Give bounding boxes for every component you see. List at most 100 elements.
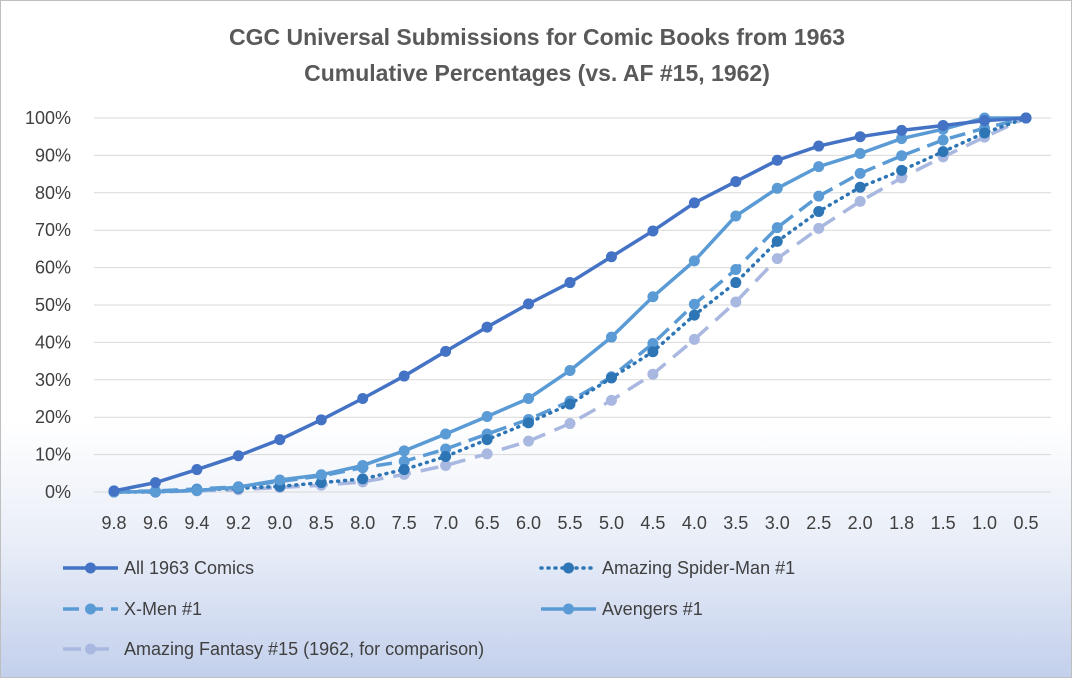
x-tick-label: 9.2 bbox=[226, 513, 251, 533]
data-point bbox=[357, 473, 369, 485]
data-point bbox=[315, 414, 327, 426]
legend-label: Amazing Spider-Man #1 bbox=[602, 558, 795, 578]
data-point bbox=[854, 131, 866, 143]
x-tick-label: 1.0 bbox=[972, 513, 997, 533]
x-tick-label: 8.0 bbox=[350, 513, 375, 533]
data-point bbox=[274, 434, 286, 446]
x-tick-label: 4.5 bbox=[640, 513, 665, 533]
x-tick-label: 6.5 bbox=[475, 513, 500, 533]
data-point bbox=[523, 435, 535, 447]
legend-item: All 1963 Comics bbox=[63, 558, 254, 578]
data-point bbox=[688, 298, 700, 310]
data-point bbox=[481, 410, 493, 422]
x-tick-label: 1.5 bbox=[931, 513, 956, 533]
y-tick-label: 10% bbox=[35, 445, 71, 465]
data-point bbox=[771, 222, 783, 234]
legend-item: X-Men #1 bbox=[63, 599, 202, 619]
x-tick-label: 6.0 bbox=[516, 513, 541, 533]
data-point bbox=[771, 235, 783, 247]
data-point bbox=[730, 263, 742, 275]
data-point bbox=[440, 428, 452, 440]
data-point bbox=[398, 464, 410, 476]
data-point bbox=[564, 364, 576, 376]
data-point bbox=[315, 469, 327, 481]
legend-label: Amazing Fantasy #15 (1962, for compariso… bbox=[124, 639, 484, 659]
data-point bbox=[647, 338, 659, 350]
legend-marker bbox=[85, 562, 96, 574]
chart-subtitle: Cumulative Percentages (vs. AF #15, 1962… bbox=[304, 60, 770, 86]
data-point bbox=[730, 210, 742, 222]
data-point bbox=[523, 298, 535, 310]
data-point bbox=[108, 485, 120, 497]
data-point bbox=[191, 485, 203, 497]
data-point bbox=[398, 370, 410, 382]
data-point bbox=[647, 291, 659, 303]
x-tick-label: 4.0 bbox=[682, 513, 707, 533]
legend-item: Amazing Fantasy #15 (1962, for compariso… bbox=[63, 639, 484, 659]
series-3 bbox=[108, 112, 1032, 498]
data-point bbox=[315, 477, 327, 489]
series-group bbox=[108, 112, 1032, 498]
legend-marker bbox=[85, 643, 96, 655]
data-point bbox=[937, 119, 949, 131]
data-point bbox=[605, 251, 617, 263]
x-tick-label: 5.0 bbox=[599, 513, 624, 533]
data-point bbox=[440, 459, 452, 471]
data-point bbox=[730, 296, 742, 308]
y-tick-label: 50% bbox=[35, 295, 71, 315]
x-tick-label: 9.6 bbox=[143, 513, 168, 533]
data-point bbox=[854, 181, 866, 193]
y-tick-label: 0% bbox=[45, 482, 71, 502]
data-point bbox=[854, 148, 866, 160]
data-point bbox=[274, 474, 286, 486]
data-point bbox=[688, 309, 700, 321]
y-tick-label: 40% bbox=[35, 332, 71, 352]
data-point bbox=[979, 127, 991, 139]
data-point bbox=[937, 134, 949, 146]
data-point bbox=[191, 464, 203, 476]
data-point bbox=[771, 182, 783, 194]
data-point bbox=[481, 448, 493, 460]
x-tick-label: 2.5 bbox=[806, 513, 831, 533]
data-point bbox=[896, 150, 908, 162]
data-point bbox=[232, 450, 244, 462]
y-tick-label: 20% bbox=[35, 407, 71, 427]
data-point bbox=[854, 195, 866, 207]
x-tick-label: 9.8 bbox=[101, 513, 126, 533]
data-point bbox=[730, 277, 742, 289]
data-point bbox=[357, 393, 369, 404]
data-point bbox=[813, 140, 825, 152]
data-point bbox=[771, 253, 783, 265]
data-point bbox=[523, 417, 535, 429]
data-point bbox=[688, 197, 700, 209]
series-0 bbox=[108, 112, 1032, 497]
x-tick-label: 3.5 bbox=[723, 513, 748, 533]
legend-marker bbox=[563, 603, 574, 615]
x-axis-ticks: 9.8 9.6 9.4 9.2 9.0 8.5 8.0 7.5 7.0 6.5 6.0 5.5 5.0 4… bbox=[101, 513, 1038, 533]
data-point bbox=[398, 445, 410, 457]
data-point bbox=[771, 154, 783, 166]
data-point bbox=[688, 255, 700, 267]
data-point bbox=[813, 161, 825, 173]
x-tick-label: 8.5 bbox=[309, 513, 334, 533]
data-point bbox=[440, 345, 452, 357]
y-tick-label: 70% bbox=[35, 220, 71, 240]
data-point bbox=[937, 146, 949, 158]
data-point bbox=[605, 372, 617, 384]
y-tick-label: 30% bbox=[35, 370, 71, 390]
legend-marker bbox=[85, 603, 96, 615]
x-tick-label: 5.5 bbox=[557, 513, 582, 533]
data-point bbox=[440, 450, 452, 462]
data-point bbox=[357, 459, 369, 471]
y-tick-label: 100% bbox=[25, 108, 71, 128]
data-point bbox=[647, 225, 659, 237]
legend-marker bbox=[563, 562, 574, 574]
data-point bbox=[481, 434, 493, 446]
legend-item: Avengers #1 bbox=[541, 599, 703, 619]
data-point bbox=[813, 222, 825, 234]
x-tick-label: 0.5 bbox=[1013, 513, 1038, 533]
legend-label: All 1963 Comics bbox=[124, 558, 254, 578]
series-line bbox=[113, 116, 1027, 493]
